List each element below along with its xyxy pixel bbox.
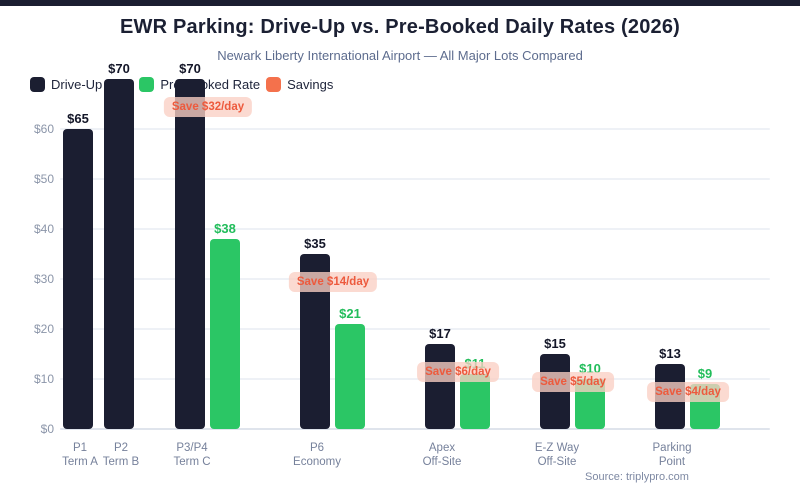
y-tick-label: $0 xyxy=(40,422,54,436)
y-gridline xyxy=(60,328,770,330)
y-gridline xyxy=(60,178,770,180)
x-tick-label-p1: P1 Term A xyxy=(62,442,98,468)
savings-badge-p3-p4: Save $32/day xyxy=(163,97,253,117)
y-gridline xyxy=(60,278,770,280)
bar-pre-booked-p6 xyxy=(335,324,365,429)
bar-value-label-drive-up-e-z-way: $15 xyxy=(544,336,566,351)
bar-value-label-drive-up-p1: $65 xyxy=(67,111,89,126)
source-text: Source: triplypro.com xyxy=(585,471,689,483)
legend-label: Savings xyxy=(287,77,334,92)
y-gridline xyxy=(60,128,770,130)
legend-swatch-icon xyxy=(30,77,45,92)
y-tick-label: $30 xyxy=(33,272,54,286)
savings-badge-p6: Save $14/day xyxy=(288,272,378,292)
x-tick-label-p3-p4: P3/P4 Term C xyxy=(173,442,211,468)
x-tick-label-p2: P2 Term B xyxy=(102,442,140,468)
bar-pre-booked-apex xyxy=(460,374,490,429)
bar-value-label-pre-booked-parking: $9 xyxy=(697,366,713,381)
y-gridline xyxy=(60,228,770,230)
legend-item-savings: Savings xyxy=(266,77,333,92)
bar-value-label-pre-booked-p3-p4: $38 xyxy=(214,221,236,236)
y-tick-label: $20 xyxy=(33,322,54,336)
bar-value-label-drive-up-p2: $70 xyxy=(108,61,130,76)
legend-swatch-icon xyxy=(139,77,155,92)
y-tick-label: $60 xyxy=(33,122,54,136)
bar-drive-up-apex xyxy=(425,344,455,429)
y-gridline xyxy=(60,378,770,380)
bar-value-label-drive-up-apex: $17 xyxy=(429,326,451,341)
x-tick-label-e-z-way: E-Z Way Off-Site xyxy=(534,442,580,468)
bar-value-label-pre-booked-p6: $21 xyxy=(339,306,361,321)
y-tick-label: $40 xyxy=(33,222,54,236)
chart-title: EWR Parking: Drive-Up vs. Pre-Booked Dai… xyxy=(119,16,681,38)
bar-pre-booked-p3-p4 xyxy=(210,239,240,429)
savings-badge-parking: Save $4/day xyxy=(647,382,729,402)
x-tick-label-apex: Apex Off-Site xyxy=(422,442,462,468)
top-accent-strip xyxy=(0,0,800,6)
bar-drive-up-p1 xyxy=(63,129,93,429)
bar-drive-up-p2 xyxy=(104,79,134,429)
bar-value-label-drive-up-p3-p4: $70 xyxy=(179,61,201,76)
bar-value-label-drive-up-parking: $13 xyxy=(659,346,681,361)
bar-drive-up-p3-p4 xyxy=(175,79,205,429)
y-tick-label: $50 xyxy=(33,172,54,186)
y-tick-label: $10 xyxy=(33,372,54,386)
chart-subtitle: Newark Liberty International Airport — A… xyxy=(217,48,583,63)
savings-badge-e-z-way: Save $5/day xyxy=(532,372,614,392)
x-tick-label-parking: Parking Point xyxy=(652,442,692,468)
legend-swatch-icon xyxy=(266,77,282,92)
x-axis-line xyxy=(60,428,770,430)
bar-value-label-drive-up-p6: $35 xyxy=(304,236,326,251)
savings-badge-apex: Save $6/day xyxy=(417,362,499,382)
x-tick-label-p6: P6 Economy xyxy=(293,442,341,468)
